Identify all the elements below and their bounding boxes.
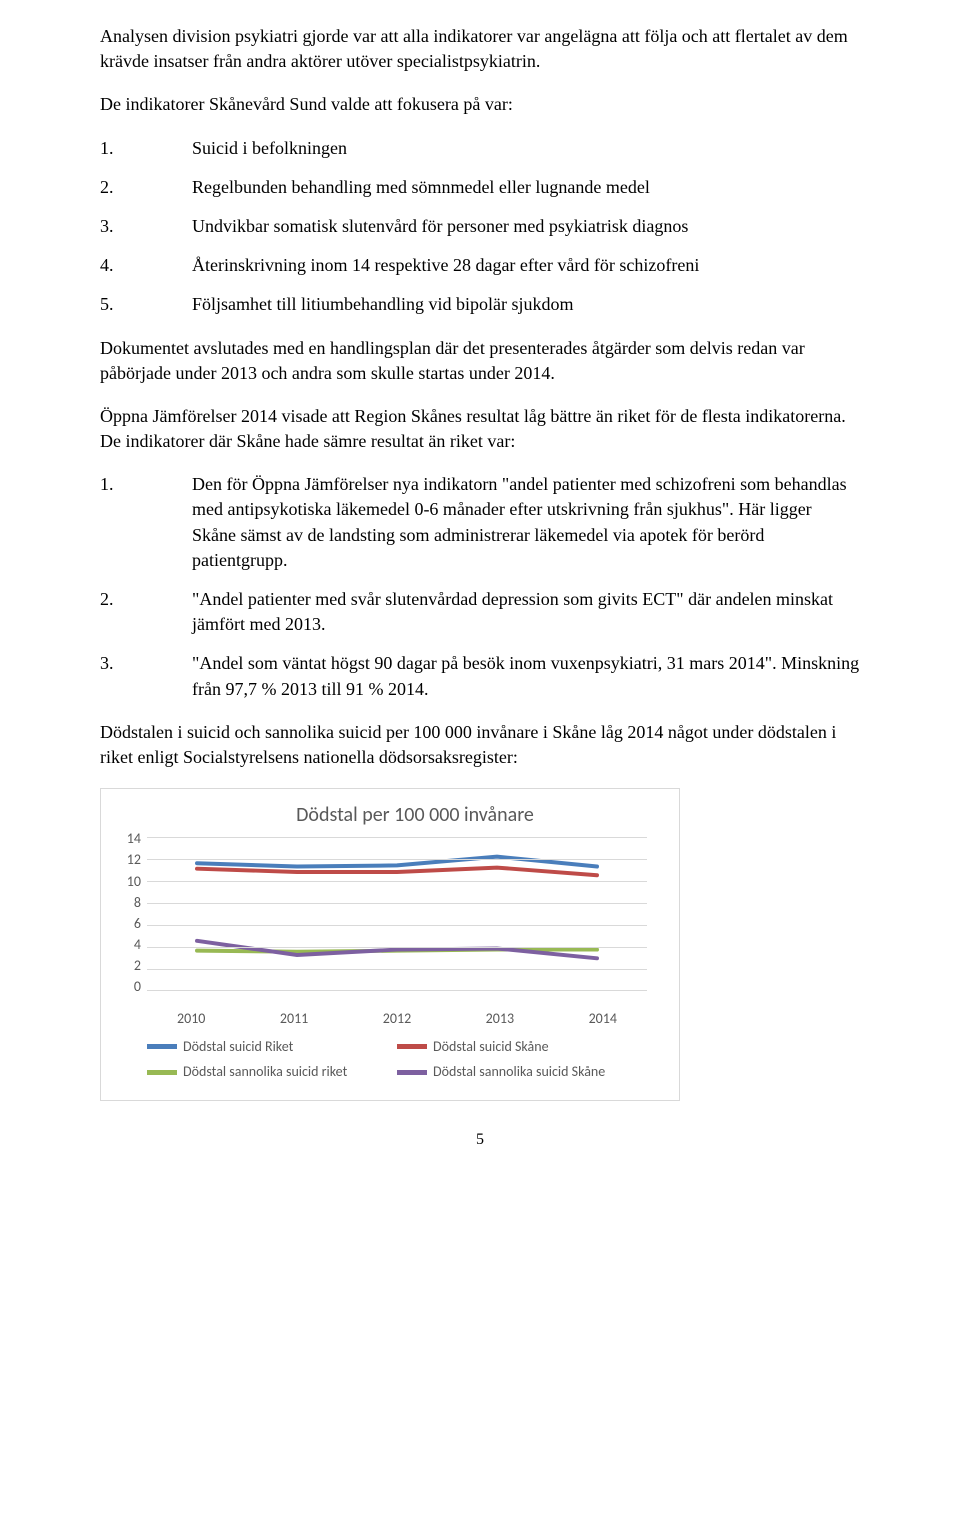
chart-x-axis: 2010 2011 2012 2013 2014 (147, 1009, 647, 1029)
death-rate-chart: Dödstal per 100 000 invånare 14121086420… (100, 788, 680, 1101)
chart-gridline (147, 947, 647, 948)
chart-gridline (147, 859, 647, 860)
legend-item: Dödstal sannolika suicid Skåne (397, 1062, 647, 1082)
y-tick-label: 14 (127, 829, 141, 849)
list-item-text: Den för Öppna Jämförelser nya indikatorn… (192, 472, 860, 573)
legend-item: Dödstal sannolika suicid riket (147, 1062, 397, 1082)
list-focus-indicators: 1.Suicid i befolkningen 2.Regelbunden be… (100, 136, 860, 318)
legend-label: Dödstal suicid Riket (183, 1037, 293, 1057)
page-number: 5 (100, 1129, 860, 1151)
chart-gridline (147, 881, 647, 882)
list-item-number: 1. (100, 136, 192, 161)
list-item-text: "Andel som väntat högst 90 dagar på besö… (192, 651, 860, 701)
x-tick-label: 2012 (383, 1009, 411, 1029)
chart-gridline (147, 969, 647, 970)
list-item: 3."Andel som väntat högst 90 dagar på be… (100, 651, 860, 701)
list-item-number: 2. (100, 175, 192, 200)
paragraph-3: Dokumentet avslutades med en handlingspl… (100, 336, 860, 386)
chart-y-axis: 14121086420 (113, 829, 147, 997)
x-tick-label: 2011 (280, 1009, 308, 1029)
chart-gridline (147, 925, 647, 926)
x-tick-label: 2010 (177, 1009, 205, 1029)
list-item: 3.Undvikbar somatisk slutenvård för pers… (100, 214, 860, 239)
list-item-text: Följsamhet till litiumbehandling vid bip… (192, 292, 860, 317)
x-tick-label: 2014 (589, 1009, 617, 1029)
y-tick-label: 6 (134, 914, 141, 934)
y-tick-label: 4 (134, 935, 141, 955)
chart-legend: Dödstal suicid Riket Dödstal suicid Skåne… (147, 1037, 647, 1088)
list-item: 2.Regelbunden behandling med sömnmedel e… (100, 175, 860, 200)
list-item: 4.Återinskrivning inom 14 respektive 28 … (100, 253, 860, 278)
list-item-number: 3. (100, 651, 192, 701)
list-item: 5.Följsamhet till litiumbehandling vid b… (100, 292, 860, 317)
list-item-text: "Andel patienter med svår slutenvårdad d… (192, 587, 860, 637)
legend-label: Dödstal sannolika suicid Skåne (433, 1062, 605, 1082)
legend-swatch (397, 1070, 427, 1075)
y-tick-label: 0 (134, 977, 141, 997)
legend-item: Dödstal suicid Riket (147, 1037, 397, 1057)
paragraph-4: Öppna Jämförelser 2014 visade att Region… (100, 404, 860, 454)
list-item-text: Återinskrivning inom 14 respektive 28 da… (192, 253, 860, 278)
legend-swatch (397, 1044, 427, 1049)
chart-series-line (197, 868, 597, 876)
list-item-number: 2. (100, 587, 192, 637)
legend-label: Dödstal suicid Skåne (433, 1037, 549, 1057)
chart-gridline (147, 837, 647, 838)
list-item-text: Suicid i befolkningen (192, 136, 860, 161)
legend-item: Dödstal suicid Skåne (397, 1037, 647, 1057)
legend-label: Dödstal sannolika suicid riket (183, 1062, 347, 1082)
legend-swatch (147, 1044, 177, 1049)
list-item-number: 3. (100, 214, 192, 239)
list-item-number: 4. (100, 253, 192, 278)
y-tick-label: 12 (127, 850, 141, 870)
x-tick-label: 2013 (486, 1009, 514, 1029)
paragraph-5: Dödstalen i suicid och sannolika suicid … (100, 720, 860, 770)
chart-title: Dödstal per 100 000 invånare (163, 801, 667, 829)
list-item-text: Regelbunden behandling med sömnmedel ell… (192, 175, 860, 200)
list-worse-indicators: 1.Den för Öppna Jämförelser nya indikato… (100, 472, 860, 702)
y-tick-label: 2 (134, 956, 141, 976)
list-item-number: 5. (100, 292, 192, 317)
list-item-number: 1. (100, 472, 192, 573)
y-tick-label: 10 (127, 872, 141, 892)
list-item: 1.Den för Öppna Jämförelser nya indikato… (100, 472, 860, 573)
paragraph-1: Analysen division psykiatri gjorde var a… (100, 24, 860, 74)
chart-plot-area (147, 837, 647, 991)
list-item: 1.Suicid i befolkningen (100, 136, 860, 161)
list-item-text: Undvikbar somatisk slutenvård för person… (192, 214, 860, 239)
chart-gridline (147, 903, 647, 904)
paragraph-2: De indikatorer Skånevård Sund valde att … (100, 92, 860, 117)
y-tick-label: 8 (134, 893, 141, 913)
list-item: 2."Andel patienter med svår slutenvårdad… (100, 587, 860, 637)
legend-swatch (147, 1070, 177, 1075)
